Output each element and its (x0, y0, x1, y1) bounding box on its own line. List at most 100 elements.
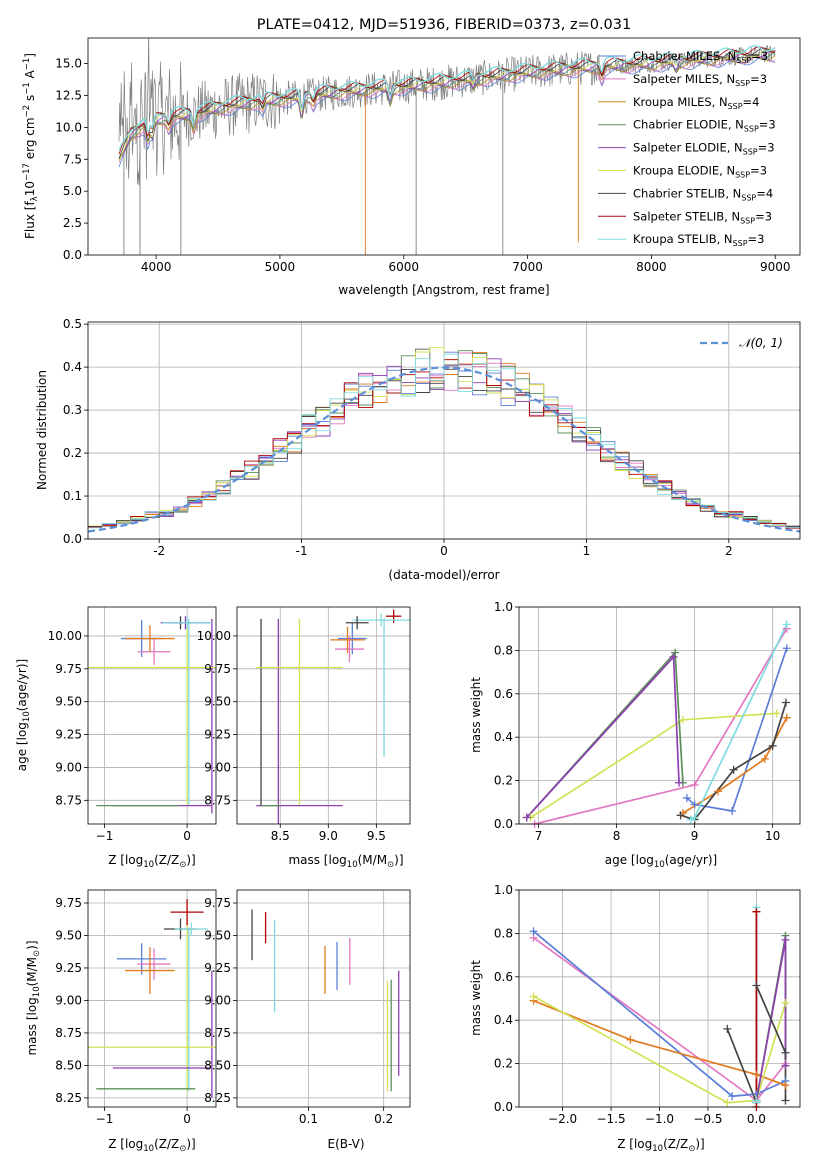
y-tick-label: 10.00 (48, 629, 82, 643)
weight-series (532, 930, 786, 1098)
y-tick-label: 0.4 (63, 360, 82, 374)
x-axis-label: age [log10(age/yr)] (605, 853, 717, 870)
legend-label-text: Salpeter ELODIE, N (633, 141, 743, 155)
x-axis-label-part: ⊙ (179, 1144, 186, 1154)
legend-label-tail: =3 (755, 209, 772, 223)
grid (88, 890, 216, 1107)
observed-spectrum (118, 38, 776, 186)
x-tick-label: 7 (535, 829, 543, 843)
y-axis-label-part: s (23, 95, 37, 105)
weight-point-marker (760, 754, 769, 763)
axes-frame (518, 889, 801, 1108)
y-axis-label-part: mass [log (25, 997, 39, 1055)
legend-label-sub: SSP (741, 193, 756, 202)
weight-point-marker (676, 811, 685, 820)
legend-label-sub: SSP (735, 79, 750, 88)
y-axis-label-part: A (23, 69, 37, 82)
y-tick-label: 0.6 (494, 970, 513, 984)
x-tick-label: 8 (613, 829, 621, 843)
plot-area (251, 909, 400, 1092)
x-axis-label-part: ⊙ (387, 860, 394, 870)
plot-area (256, 609, 410, 824)
x-tick-label: −1.5 (596, 1112, 625, 1126)
legend-label-tail: =4 (756, 186, 773, 200)
x-tick-label: -2 (153, 544, 165, 558)
y-tick-label: 0.0 (63, 248, 82, 262)
x-axis-label: Z [log10(Z/Z⊙)] (108, 853, 196, 870)
x-axis-label-part: ⊙ (179, 860, 186, 870)
axes-ebv-mass: 0.1 0.2 8.25 8.50 8.75 9.00 9.25 9.50 9.75 (204, 889, 411, 1126)
weight-point-marker (678, 715, 687, 724)
legend-label-tail: =4 (743, 95, 760, 109)
legend-label: Kroupa STELIB, NSSP=3 (633, 232, 764, 248)
x-axis-label-part: mass [log (288, 853, 346, 867)
y-tick-label: 8.75 (204, 793, 231, 807)
y-axis-label-part: λ (30, 196, 40, 201)
y-axis-label-part: 10 (22, 711, 32, 722)
x-tick-label: 0.2 (374, 1112, 393, 1126)
model-spectrum (118, 49, 776, 161)
axes-frame (87, 606, 217, 825)
y-axis-label-part: age [log (15, 722, 29, 771)
legend-label-text: Chabrier STELIB, N (633, 186, 741, 200)
x-axis-label-part: 10 (143, 860, 154, 870)
weight-point-marker (781, 998, 790, 1007)
x-axis-label: Z [log10(Z/Z⊙)] (617, 1137, 705, 1154)
x-tick-label: 2 (725, 544, 733, 558)
weight-point-marker (781, 1081, 790, 1090)
weight-point-marker (729, 765, 738, 774)
y-tick-label: 2.5 (63, 216, 82, 230)
x-axis-label-part: age [log (605, 853, 654, 867)
legend-label-sub: SSP (744, 125, 759, 134)
gaussian-curve (88, 366, 800, 533)
weight-point-marker (675, 778, 684, 787)
x-tick-label: 9.0 (319, 829, 338, 843)
legend-label: Salpeter ELODIE, NSSP=3 (633, 141, 775, 157)
weight-series (534, 628, 788, 824)
weight-point-marker (690, 813, 699, 822)
y-tick-label: 8.75 (55, 1026, 82, 1040)
y-axis-label: age [log10(age/yr)] (15, 659, 32, 771)
legend-label-text: Salpeter MILES, N (633, 72, 735, 86)
legend-label: Kroupa ELODIE, NSSP=3 (633, 164, 767, 180)
model-spectrum (118, 48, 776, 161)
x-axis-label-part: )] (695, 1137, 704, 1151)
grid (237, 890, 410, 1107)
y-axis-label-part: 10 (23, 181, 37, 196)
y-axis-label: mass weight (469, 677, 483, 753)
y-tick-label: 9.00 (204, 760, 231, 774)
x-tick-label: -1 (296, 544, 308, 558)
legend-label-text: Kroupa STELIB, N (633, 232, 733, 246)
y-axis-label-part: erg cm (23, 117, 37, 163)
ticks: −1 0 8.75 9.00 9.25 9.50 9.75 10.00 (48, 629, 191, 843)
y-tick-label: 8.25 (55, 1091, 82, 1105)
weight-point-marker (522, 813, 531, 822)
plot-area (526, 624, 788, 824)
weight-point-marker (752, 907, 761, 916)
legend-label: Chabrier STELIB, NSSP=4 (633, 186, 773, 202)
x-tick-label: 0.0 (747, 1112, 766, 1126)
axes-frame (236, 889, 411, 1108)
y-tick-label: 8.75 (204, 1026, 231, 1040)
ticks: 4000 5000 6000 7000 8000 9000 0.0 2.5 5.0 7.5 10.0… (55, 57, 790, 274)
y-tick-label: 9.25 (55, 961, 82, 975)
weight-point-marker (671, 648, 680, 657)
grid (237, 607, 410, 824)
y-tick-label: 0.0 (494, 817, 513, 831)
model-spectrum (118, 56, 776, 168)
y-tick-label: 9.25 (204, 961, 231, 975)
y-tick-label: 9.75 (55, 896, 82, 910)
weight-point-marker (723, 1024, 732, 1033)
legend-label-tail: =3 (751, 49, 768, 63)
model-spectrum (118, 46, 776, 155)
x-axis-label-part: (Z/Z (154, 853, 179, 867)
x-axis-label: E(B-V) (327, 1137, 364, 1151)
x-tick-label: 9000 (760, 260, 791, 274)
y-axis-label-part: −2 (22, 105, 32, 118)
y-tick-label: 12.5 (55, 88, 82, 102)
y-axis-label-part: −17 (22, 163, 32, 181)
weight-series (533, 999, 786, 1087)
y-tick-label: 9.00 (204, 993, 231, 1007)
legend-label-tail: =3 (750, 164, 767, 178)
y-tick-label: 1.0 (494, 883, 513, 897)
